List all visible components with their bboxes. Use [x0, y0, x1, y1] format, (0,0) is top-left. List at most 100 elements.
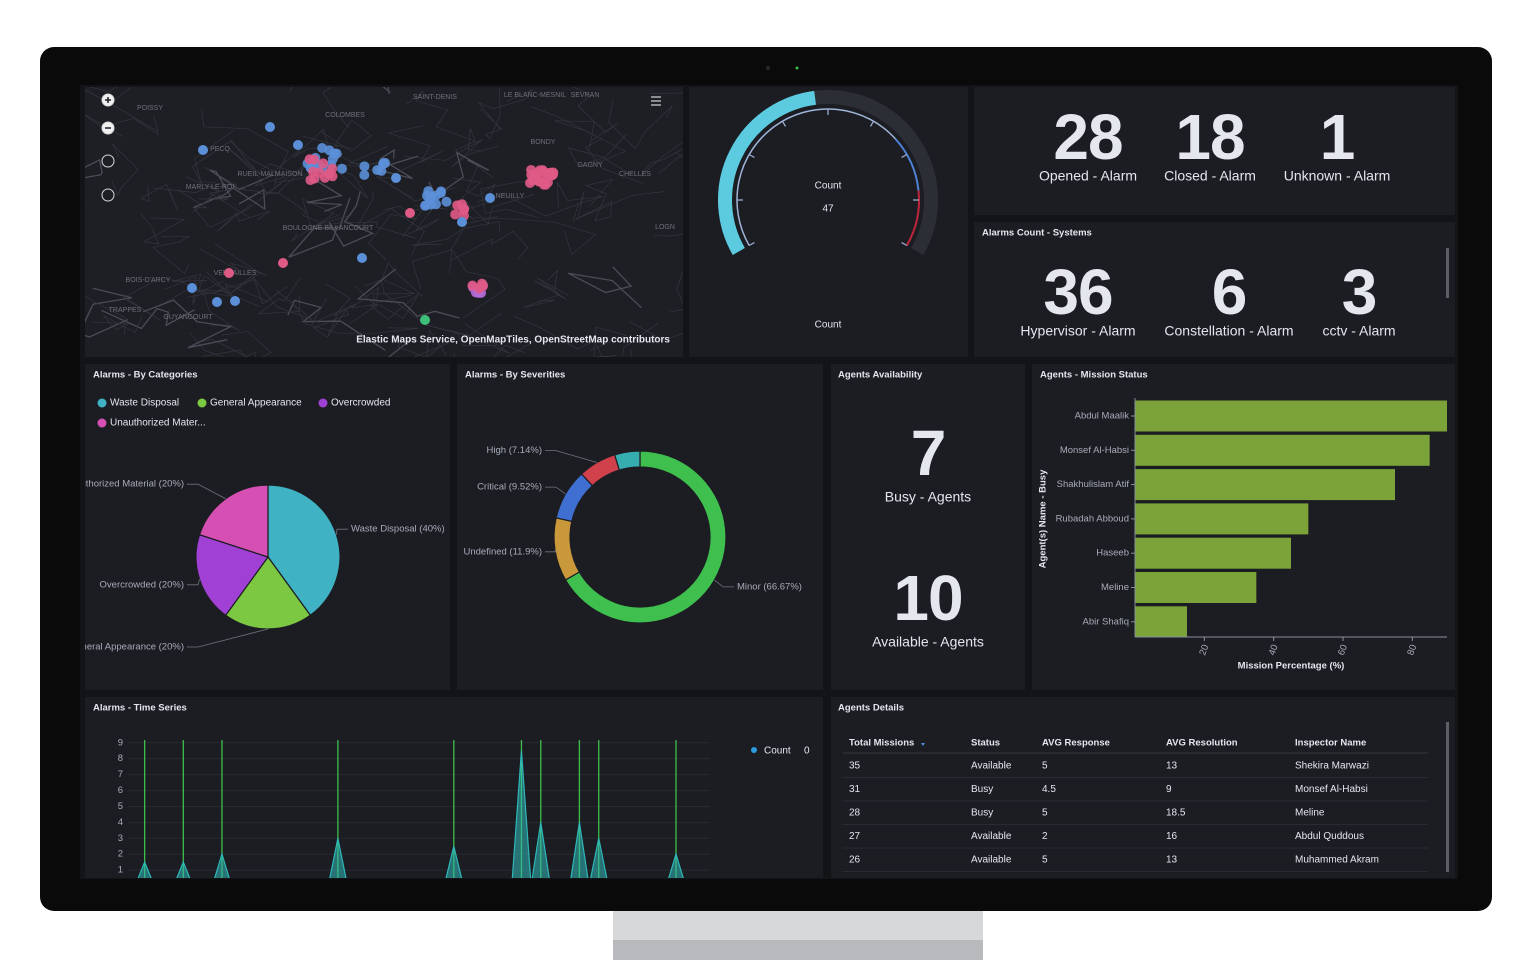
panel-title: Agents Details — [838, 703, 904, 714]
legend-label: Count — [764, 746, 791, 757]
y-tick-label: 6 — [118, 785, 123, 796]
map-point — [212, 297, 222, 307]
road — [669, 270, 683, 313]
metric-label: Busy - Agents — [885, 489, 971, 505]
slice-label: Critical (9.52%) — [477, 482, 542, 493]
place-label: BOULOGNE BILLANCOURT — [283, 225, 374, 232]
road — [414, 342, 456, 357]
monitor-stand-base — [613, 940, 983, 960]
leader-line — [187, 483, 226, 500]
road — [140, 183, 178, 210]
place-label: TRAPPES — [109, 307, 142, 314]
place-label: GUYANCOURT — [163, 314, 213, 321]
panel-title: Alarms - By Severities — [465, 370, 565, 381]
panel-background — [831, 364, 1025, 690]
road — [163, 270, 232, 305]
legend-swatch — [318, 398, 328, 408]
bar-panel: Agents - Mission Status Abdul Maalik Monse… — [1032, 364, 1455, 690]
road — [397, 340, 426, 357]
metric-label: Available - Agents — [872, 634, 984, 650]
road — [567, 134, 630, 174]
column-header[interactable]: AVG Resolution — [1166, 738, 1238, 749]
place-label: LOGN — [655, 224, 675, 231]
map-point — [187, 283, 197, 293]
y-tick-label: Haseeb — [1096, 548, 1129, 559]
legend-label: Overcrowded — [331, 398, 390, 409]
legend-swatch — [197, 398, 207, 408]
column-header[interactable]: Total Missions — [849, 738, 914, 749]
pie-slice — [195, 533, 269, 617]
gauge-tick — [869, 120, 875, 127]
map-point — [324, 168, 335, 179]
slice-label: Undefined (11.9%) — [463, 546, 542, 557]
map-point — [318, 158, 329, 169]
donut-slice — [613, 450, 641, 471]
map-point — [357, 253, 367, 263]
gauge-tick — [748, 153, 755, 159]
table-cell: Monsef Al-Habsi — [1295, 784, 1368, 795]
table-panel: Agents Details Total Missions Status AVG Re… — [831, 697, 1455, 878]
map-control — [101, 188, 115, 202]
place-label: BOIS-D'ARCY — [126, 277, 171, 284]
road — [85, 158, 103, 208]
map-point — [525, 177, 536, 188]
map-point — [336, 163, 347, 174]
column-header[interactable]: Inspector Name — [1295, 738, 1366, 749]
y-tick-label: 8 — [118, 753, 123, 764]
road — [291, 197, 353, 242]
y-tick-label: 5 — [118, 801, 123, 812]
road — [208, 185, 279, 218]
map-point — [230, 296, 240, 306]
map-point — [391, 173, 401, 183]
road — [629, 321, 683, 341]
table-cell: Muhammed Akram — [1295, 855, 1379, 866]
column-header[interactable]: Status — [971, 738, 1000, 749]
road — [193, 187, 266, 211]
table-cell: 5 — [1042, 761, 1048, 772]
map-point — [278, 258, 288, 268]
road — [523, 277, 569, 308]
leader-line — [545, 486, 566, 495]
place-label: COLOMBES — [325, 112, 365, 119]
gauge-title: Count — [815, 320, 842, 331]
road — [152, 185, 229, 201]
metric-label: Constellation - Alarm — [1164, 323, 1293, 339]
map-base — [85, 87, 683, 357]
road — [401, 205, 440, 237]
table-cell: 4.5 — [1042, 784, 1056, 795]
map-point — [293, 140, 303, 150]
metric-value: 6 — [1212, 256, 1247, 328]
road — [152, 235, 191, 275]
slice-label: Minor (66.67%) — [737, 581, 802, 592]
road — [608, 99, 673, 150]
road — [85, 114, 159, 137]
road — [218, 279, 313, 320]
bar — [1135, 606, 1187, 638]
y-tick-label: Meline — [1101, 582, 1129, 593]
layer-icon — [651, 96, 661, 106]
road — [381, 262, 423, 322]
leader-line — [714, 579, 734, 588]
map-point — [456, 199, 467, 210]
metric-label: cctv - Alarm — [1322, 323, 1395, 339]
legend-swatch — [751, 747, 757, 753]
road — [328, 190, 375, 247]
map-point — [526, 169, 537, 180]
table-cell: 16 — [1166, 831, 1178, 842]
road — [567, 266, 642, 309]
bar — [1135, 434, 1430, 466]
leader-line — [545, 549, 557, 553]
place-label: BONDY — [531, 139, 556, 146]
metric-label: Hypervisor - Alarm — [1020, 323, 1135, 339]
road — [622, 322, 659, 357]
y-tick-label: 2 — [118, 849, 123, 860]
webcam — [766, 66, 770, 70]
place-label: CHELLES — [619, 171, 651, 178]
legend-label: Waste Disposal — [110, 398, 179, 409]
place-label: LE BLANC-MESNIL — [504, 92, 566, 99]
x-tick-label: 60 — [1336, 643, 1350, 657]
road — [288, 197, 351, 258]
place-label: VERSAILLES — [214, 270, 257, 277]
column-header[interactable]: AVG Response — [1042, 738, 1110, 749]
place-label: RUEIL-MALMAISON — [238, 171, 303, 178]
